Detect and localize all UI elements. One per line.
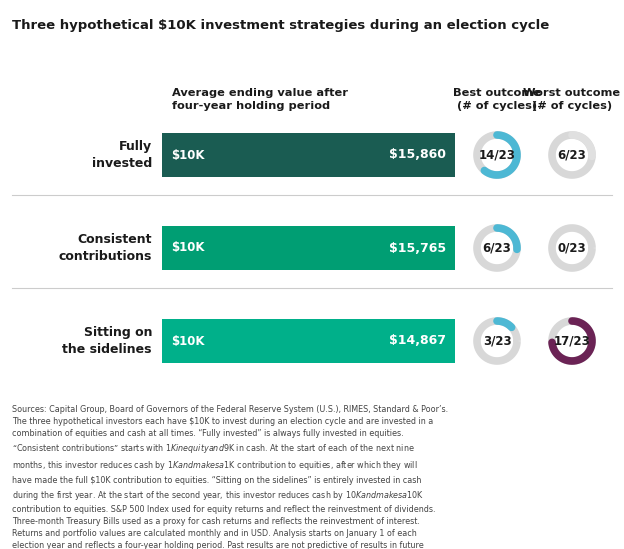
Text: Worst outcome
(# of cycles): Worst outcome (# of cycles) xyxy=(524,88,620,111)
Text: Consistent
contributions: Consistent contributions xyxy=(59,233,152,263)
Text: 6/23: 6/23 xyxy=(558,148,587,161)
Text: Best outcome
(# of cycles): Best outcome (# of cycles) xyxy=(453,88,541,111)
Text: $14,867: $14,867 xyxy=(389,334,446,348)
Text: Fully
invested: Fully invested xyxy=(92,140,152,170)
Text: $10K: $10K xyxy=(171,334,205,348)
Text: 3/23: 3/23 xyxy=(483,334,511,348)
Text: Average ending value after
four-year holding period: Average ending value after four-year hol… xyxy=(172,88,348,111)
Bar xyxy=(162,226,455,270)
Text: 17/23: 17/23 xyxy=(553,334,590,348)
Text: $10K: $10K xyxy=(171,148,205,161)
Text: Sources: Capital Group, Board of Governors of the Federal Reserve System (U.S.),: Sources: Capital Group, Board of Governo… xyxy=(12,405,448,549)
Bar xyxy=(162,133,455,177)
Text: 6/23: 6/23 xyxy=(482,242,512,255)
Text: $15,765: $15,765 xyxy=(389,242,446,255)
Text: Three hypothetical $10K investment strategies during an election cycle: Three hypothetical $10K investment strat… xyxy=(12,19,549,32)
Text: Sitting on
the sidelines: Sitting on the sidelines xyxy=(62,326,152,356)
Text: 14/23: 14/23 xyxy=(479,148,515,161)
Text: 0/23: 0/23 xyxy=(558,242,587,255)
Text: $10K: $10K xyxy=(171,242,205,255)
Bar xyxy=(162,319,455,363)
Text: $15,860: $15,860 xyxy=(389,148,446,161)
